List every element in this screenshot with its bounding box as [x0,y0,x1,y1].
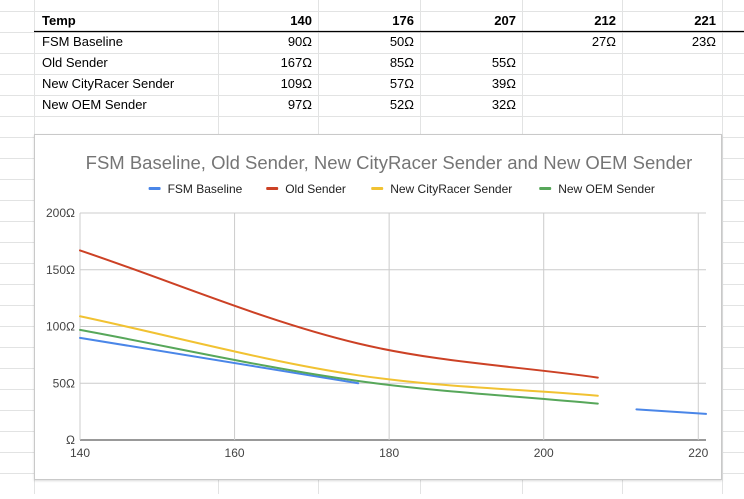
legend-label: Old Sender [285,182,346,196]
value-cell[interactable] [622,53,722,74]
header-cell-label[interactable]: Temp [42,13,76,28]
header-cell-temp[interactable]: 221 [694,13,716,28]
legend-label: New CityRacer Sender [390,182,512,196]
header-cell-temp[interactable]: 140 [290,13,312,28]
value-cell[interactable]: 167Ω [280,55,312,70]
value-cell[interactable]: 55Ω [491,55,516,70]
series-line [79,315,599,397]
value-cell[interactable]: 57Ω [389,76,414,91]
series-line [79,336,360,385]
legend-item: FSM Baseline [148,182,243,196]
header-cell-temp[interactable]: 207 [494,13,516,28]
x-tick-label: 220 [688,446,708,460]
value-cell[interactable] [522,74,622,95]
series-line [635,408,707,415]
x-tick-label: 200 [534,446,554,460]
value-cell[interactable]: 27Ω [591,34,616,49]
x-tick-label: 180 [379,446,399,460]
row-label-cell[interactable]: New OEM Sender [42,97,147,112]
chart-title: FSM Baseline, Old Sender, New CityRacer … [86,152,693,173]
legend-item: New CityRacer Sender [371,182,512,196]
value-cell[interactable] [622,95,722,116]
line-chart: FSM Baseline, Old Sender, New CityRacer … [46,152,709,460]
legend-label: FSM Baseline [168,182,243,196]
legend-swatch [371,187,384,190]
row-label-cell[interactable]: New CityRacer Sender [42,76,175,91]
legend-swatch [539,187,552,190]
legend-item: Old Sender [266,182,346,196]
value-cell[interactable] [420,32,522,53]
x-tick-label: 160 [225,446,245,460]
header-cell-temp[interactable]: 176 [392,13,414,28]
legend-label: New OEM Sender [558,182,655,196]
header-cell-temp[interactable]: 212 [594,13,616,28]
value-cell[interactable]: 52Ω [389,97,414,112]
value-cell[interactable]: 23Ω [691,34,716,49]
row-label-cell[interactable]: Old Sender [42,55,108,70]
y-tick-label: 150Ω [46,263,75,277]
value-cell[interactable] [522,53,622,74]
y-tick-label: 200Ω [46,206,75,220]
y-tick-label: 100Ω [46,320,75,334]
value-cell[interactable]: 97Ω [287,97,312,112]
legend-swatch [266,187,279,190]
value-cell[interactable]: 90Ω [287,34,312,49]
value-cell[interactable]: 39Ω [491,76,516,91]
series-line [79,249,599,379]
legend-item: New OEM Sender [539,182,655,196]
y-tick-label: Ω [66,433,75,447]
value-cell[interactable]: 85Ω [389,55,414,70]
x-tick-label: 140 [70,446,90,460]
value-cell[interactable] [522,95,622,116]
value-cell[interactable]: 32Ω [491,97,516,112]
legend-swatch [148,187,161,190]
chart[interactable]: FSM Baseline, Old Sender, New CityRacer … [34,134,722,480]
value-cell[interactable]: 109Ω [280,76,312,91]
row-label-cell[interactable]: FSM Baseline [42,34,123,49]
series-line [79,328,599,405]
value-cell[interactable]: 50Ω [389,34,414,49]
value-cell[interactable] [622,74,722,95]
y-tick-label: 50Ω [53,376,75,390]
